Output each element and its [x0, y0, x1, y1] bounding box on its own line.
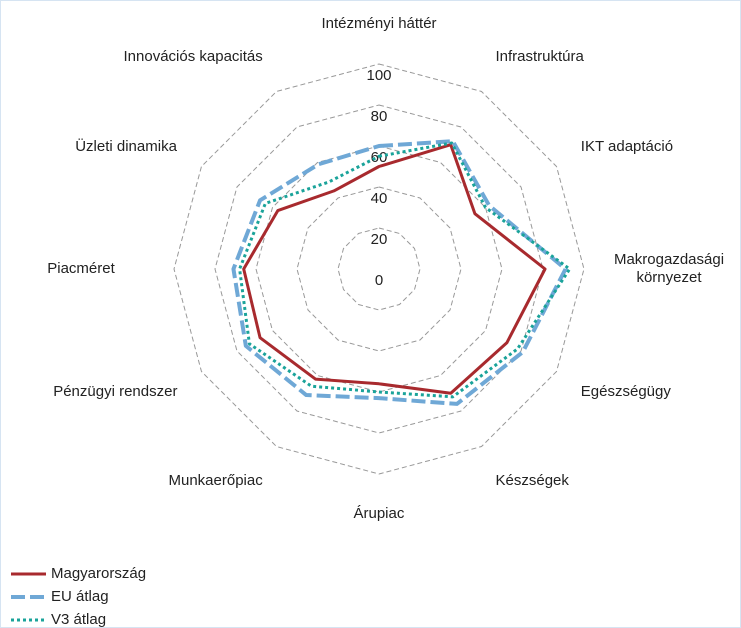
category-label: Pénzügyi rendszer [53, 382, 178, 400]
legend-label: Magyarország [51, 565, 146, 582]
r-tick-label: 80 [371, 108, 388, 125]
legend-label: EU átlag [51, 588, 109, 605]
series-line [242, 143, 547, 395]
grid-ring [214, 104, 544, 434]
grid-ring [337, 227, 421, 311]
grid-ring [296, 186, 462, 352]
category-label: Makrogazdasági környezet [613, 251, 725, 286]
r-tick-label: 20 [371, 231, 388, 248]
category-label: Intézményi háttér [321, 15, 437, 32]
grid-ring [173, 63, 585, 475]
category-label: Egészségügy [580, 382, 671, 400]
category-label: Üzleti dinamika [75, 137, 177, 155]
category-label: Piacméret [47, 260, 115, 277]
category-label: Árupiac [353, 505, 405, 522]
grid-ring [255, 145, 503, 393]
legend-label: V3 átlag [51, 611, 106, 628]
series-line [231, 139, 568, 406]
series-line [238, 141, 572, 399]
category-label: Készségek [495, 472, 569, 490]
category-label: Infrastruktúra [495, 47, 584, 65]
category-label: Innovációs kapacitás [123, 47, 263, 65]
r-tick-label: 100 [366, 67, 391, 84]
r-tick-label: 0 [375, 272, 383, 289]
category-label: Munkaerőpiac [168, 472, 263, 490]
category-label: IKT adaptáció [580, 137, 674, 155]
r-tick-label: 40 [371, 190, 388, 207]
